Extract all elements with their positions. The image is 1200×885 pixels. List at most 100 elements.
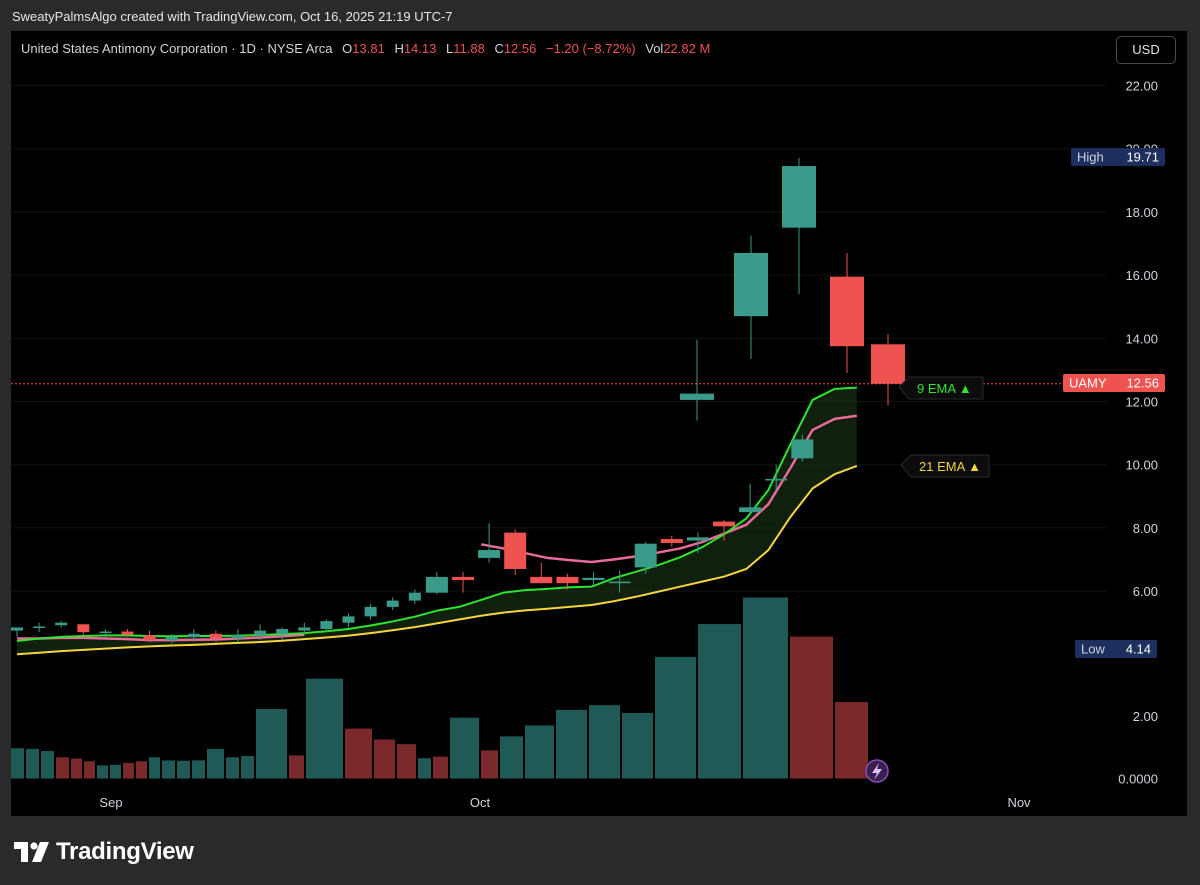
candle-body — [425, 576, 448, 593]
low-value: 11.88 — [453, 41, 485, 56]
candle — [713, 520, 735, 541]
candle — [478, 523, 501, 563]
candle — [254, 624, 267, 641]
volume-bar — [256, 708, 287, 779]
candle — [425, 572, 448, 595]
tradingview-brand[interactable]: TradingView — [14, 838, 194, 866]
y-tick-label: 22.00 — [1125, 79, 1158, 94]
candle-body — [582, 577, 605, 581]
volume-bar — [556, 709, 587, 779]
candle-body — [713, 521, 735, 527]
candle — [386, 597, 399, 611]
candle-body — [342, 616, 355, 623]
candle — [504, 529, 527, 576]
candle — [77, 624, 90, 636]
close-value: 12.56 — [503, 41, 537, 56]
volume-bar — [500, 736, 523, 779]
volume-bar — [655, 656, 696, 779]
y-tick-label: 0.0000 — [1118, 772, 1158, 787]
volume-bar — [743, 597, 788, 779]
high-value: 14.13 — [403, 41, 437, 56]
volume-bar — [226, 757, 239, 779]
volume-bar — [397, 744, 416, 779]
volume-bar — [433, 756, 448, 779]
candle-body — [77, 624, 90, 633]
x-tick-label: Nov — [1007, 795, 1031, 810]
candle — [791, 434, 814, 462]
high-label-bg — [1071, 148, 1165, 166]
volume-bar — [481, 750, 498, 779]
candle — [121, 629, 134, 637]
candle — [582, 572, 605, 585]
candle — [364, 603, 377, 620]
high-key: H — [394, 41, 404, 56]
candle — [187, 629, 200, 642]
candle — [99, 629, 112, 637]
open-value: 13.81 — [352, 41, 385, 56]
y-tick-label: 16.00 — [1125, 268, 1158, 283]
candle-body — [254, 630, 267, 636]
candle-body — [765, 478, 788, 481]
high-label-value: 19.71 — [1126, 150, 1159, 165]
header-separator-2: · — [259, 41, 264, 56]
low-key: L — [446, 41, 454, 56]
candle — [342, 613, 355, 628]
y-tick-label: 8.00 — [1133, 521, 1158, 536]
candle-body — [386, 600, 399, 607]
uamy-price-label-text: UAMY — [1069, 376, 1107, 391]
candle — [408, 589, 421, 604]
volume-bar — [136, 761, 147, 779]
ema9-line — [16, 386, 857, 643]
candle — [276, 627, 289, 641]
ema21-label-text: 21 EMA ▲ — [919, 459, 981, 474]
volume-value: 22.82 M — [663, 41, 711, 56]
y-tick-label: 14.00 — [1125, 331, 1158, 346]
candle — [739, 483, 762, 516]
candle-body — [232, 635, 244, 639]
candle-body — [830, 276, 864, 347]
volume-key: Vol — [645, 41, 664, 56]
ema21-label-bg — [900, 454, 990, 478]
candle-body — [121, 631, 134, 635]
candle — [608, 570, 631, 593]
volume-bar — [97, 765, 108, 779]
candle-body — [680, 393, 714, 400]
candle-body — [734, 252, 768, 317]
symbol-name[interactable]: United States Antimony Corporation — [21, 41, 228, 56]
volume-bar — [192, 760, 205, 779]
candle — [33, 622, 46, 633]
candle — [209, 630, 222, 642]
low-label-bg — [1075, 640, 1157, 658]
lightning-icon-bolt — [872, 763, 882, 780]
candle — [143, 630, 156, 643]
change-value: −1.20 (−8.72%) — [546, 41, 636, 56]
candle-body — [478, 550, 501, 558]
interval[interactable]: 1D — [239, 41, 256, 56]
candle — [660, 535, 683, 547]
y-tick-label: 12.00 — [1125, 395, 1158, 410]
volume-bar — [110, 764, 121, 779]
chart-area[interactable]: 22.0020.0018.0016.0014.0012.0010.008.006… — [11, 31, 1187, 816]
currency-button[interactable]: USD — [1116, 36, 1176, 64]
y-tick-label: 6.00 — [1133, 584, 1158, 599]
y-tick-label: 10.00 — [1125, 458, 1158, 473]
candle — [765, 464, 788, 490]
low-label-value: 4.14 — [1126, 642, 1151, 657]
close-key: C — [494, 41, 504, 56]
candle-body — [739, 507, 762, 513]
low-label: Low 4.14 — [1075, 640, 1157, 658]
price-chart[interactable]: 22.0020.0018.0016.0014.0012.0010.008.006… — [11, 31, 1187, 816]
pink-line — [480, 414, 857, 564]
candle-body — [55, 622, 68, 626]
y-tick-label: 2.00 — [1133, 709, 1158, 724]
ema-ribbon — [17, 387, 857, 655]
volume-bar — [84, 761, 95, 779]
volume-bar — [162, 760, 175, 779]
candle — [734, 235, 768, 359]
candle — [232, 629, 244, 642]
volume-bar — [835, 702, 868, 779]
candle-body — [660, 538, 683, 544]
candle-body — [99, 631, 112, 634]
candle — [452, 572, 474, 593]
symbol-header: United States Antimony Corporation · 1D … — [21, 41, 710, 56]
